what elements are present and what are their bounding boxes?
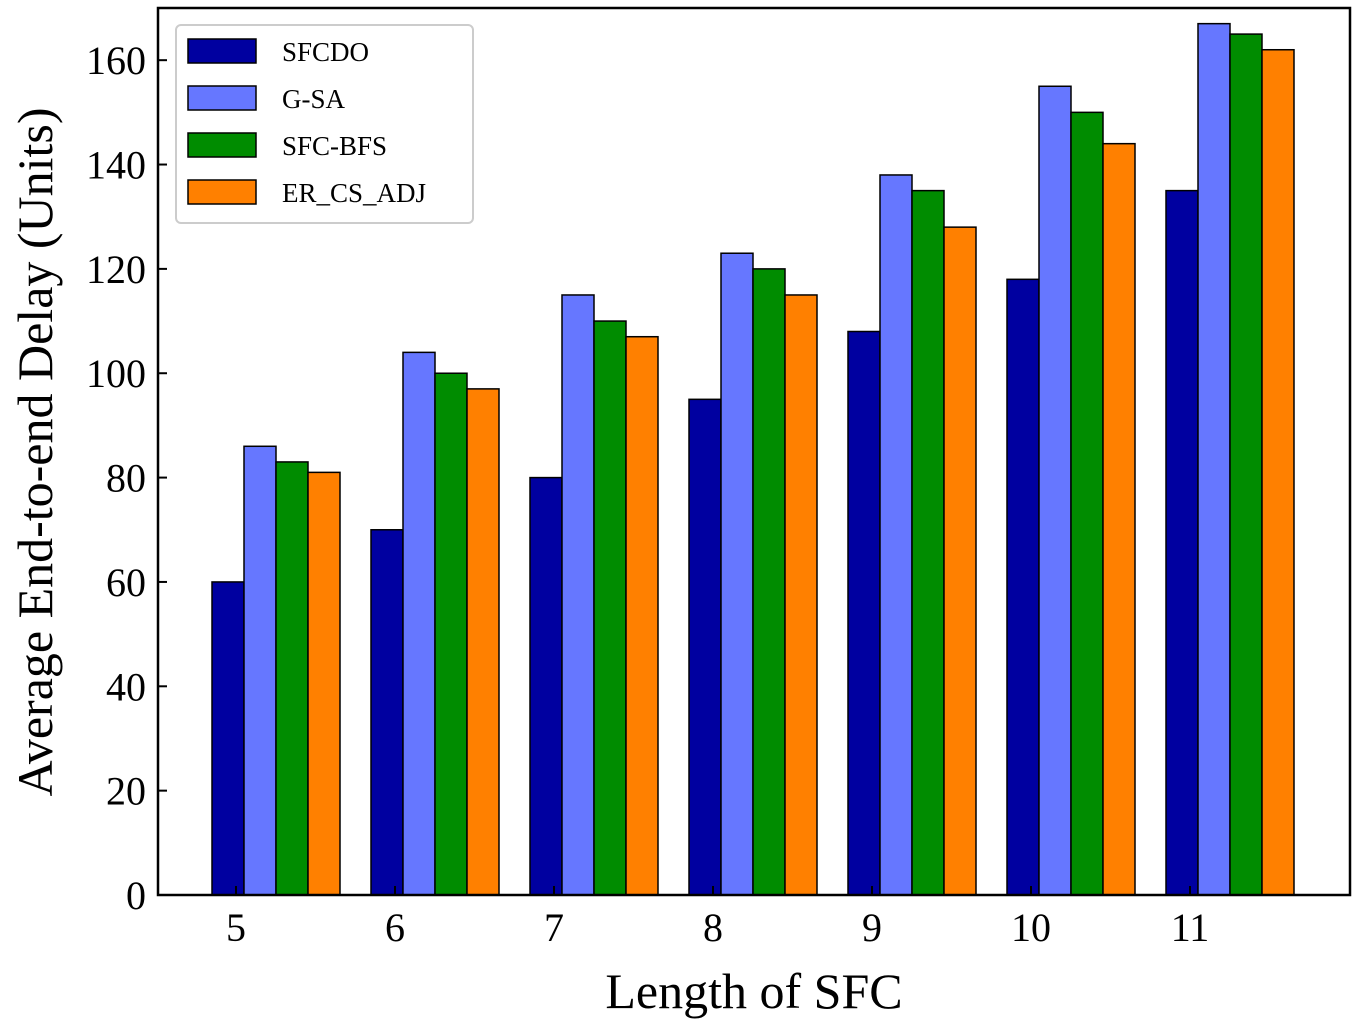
y-axis-title: Average End-to-end Delay (Units) (7, 107, 63, 796)
bar-g-sa-8 (720, 252, 754, 896)
x-axis-title: Length of SFC (605, 963, 902, 1019)
x-tick-label: 10 (1011, 905, 1051, 950)
bar-er-cs-adj-7 (625, 335, 659, 896)
legend-label-sfc-bfs: SFC-BFS (282, 131, 387, 161)
y-axis: 0 20 40 60 80 100 120 140 160 (86, 38, 167, 918)
plot-frame (156, 6, 1352, 897)
bar-sfcdo-9 (847, 330, 881, 896)
y-tick-label: 140 (86, 143, 146, 188)
bar-g-sa-7 (561, 294, 595, 896)
bar-sfcdo-10 (1006, 278, 1040, 896)
legend-swatch-sfcdo (187, 38, 257, 64)
bar-sfcdo-8 (688, 398, 722, 896)
bar-er-cs-adj-8 (784, 294, 818, 896)
x-axis: 5 6 7 8 9 10 11 (226, 886, 1209, 950)
bar-sfc-bfs-6 (434, 372, 468, 896)
y-tick-label: 40 (106, 664, 146, 709)
x-tick-label: 11 (1171, 905, 1210, 950)
x-tick-label: 6 (385, 905, 405, 950)
bar-er-cs-adj-6 (466, 388, 500, 896)
y-tick-label: 20 (106, 769, 146, 814)
bar-g-sa-5 (243, 445, 277, 896)
bar-sfcdo-6 (370, 529, 404, 896)
bar-g-sa-11 (1197, 22, 1231, 896)
bar-er-cs-adj-10 (1102, 142, 1136, 896)
bar-sfcdo-11 (1165, 189, 1199, 896)
bar-g-sa-10 (1038, 85, 1072, 896)
y-tick-label: 60 (106, 560, 146, 605)
bar-er-cs-adj-11 (1261, 48, 1295, 896)
bar-er-cs-adj-5 (307, 471, 341, 896)
legend-swatch-g-sa (187, 85, 257, 111)
bar-sfc-bfs-5 (275, 461, 309, 896)
bar-sfc-bfs-7 (593, 320, 627, 896)
y-tick-label: 0 (126, 873, 146, 918)
y-tick-label: 120 (86, 247, 146, 292)
legend-box (175, 24, 474, 224)
legend-label-sfcdo: SFCDO (282, 37, 369, 67)
y-tick-label: 160 (86, 38, 146, 83)
bar-sfc-bfs-11 (1229, 33, 1263, 896)
y-tick-label: 100 (86, 351, 146, 396)
bar-sfcdo-7 (529, 476, 563, 896)
x-tick-label: 7 (544, 905, 564, 950)
bar-sfcdo-5 (211, 581, 245, 896)
bar-g-sa-9 (879, 174, 913, 896)
x-tick-label: 8 (703, 905, 723, 950)
legend-label-g-sa: G-SA (282, 84, 346, 114)
legend-label-er-cs-adj: ER_CS_ADJ (282, 178, 426, 208)
bar-sfc-bfs-10 (1070, 111, 1104, 896)
bar-sfc-bfs-9 (911, 189, 945, 896)
bars-layer (211, 22, 1295, 896)
legend-swatch-er-cs-adj (187, 179, 257, 205)
x-tick-label: 5 (226, 905, 246, 950)
y-tick-label: 80 (106, 456, 146, 501)
bar-er-cs-adj-9 (943, 226, 977, 896)
legend: SFCDO G-SA SFC-BFS ER_CS_ADJ (175, 24, 474, 224)
bar-g-sa-6 (402, 351, 436, 896)
legend-swatch-sfc-bfs (187, 132, 257, 158)
x-tick-label: 9 (862, 905, 882, 950)
bar-sfc-bfs-8 (752, 268, 786, 896)
